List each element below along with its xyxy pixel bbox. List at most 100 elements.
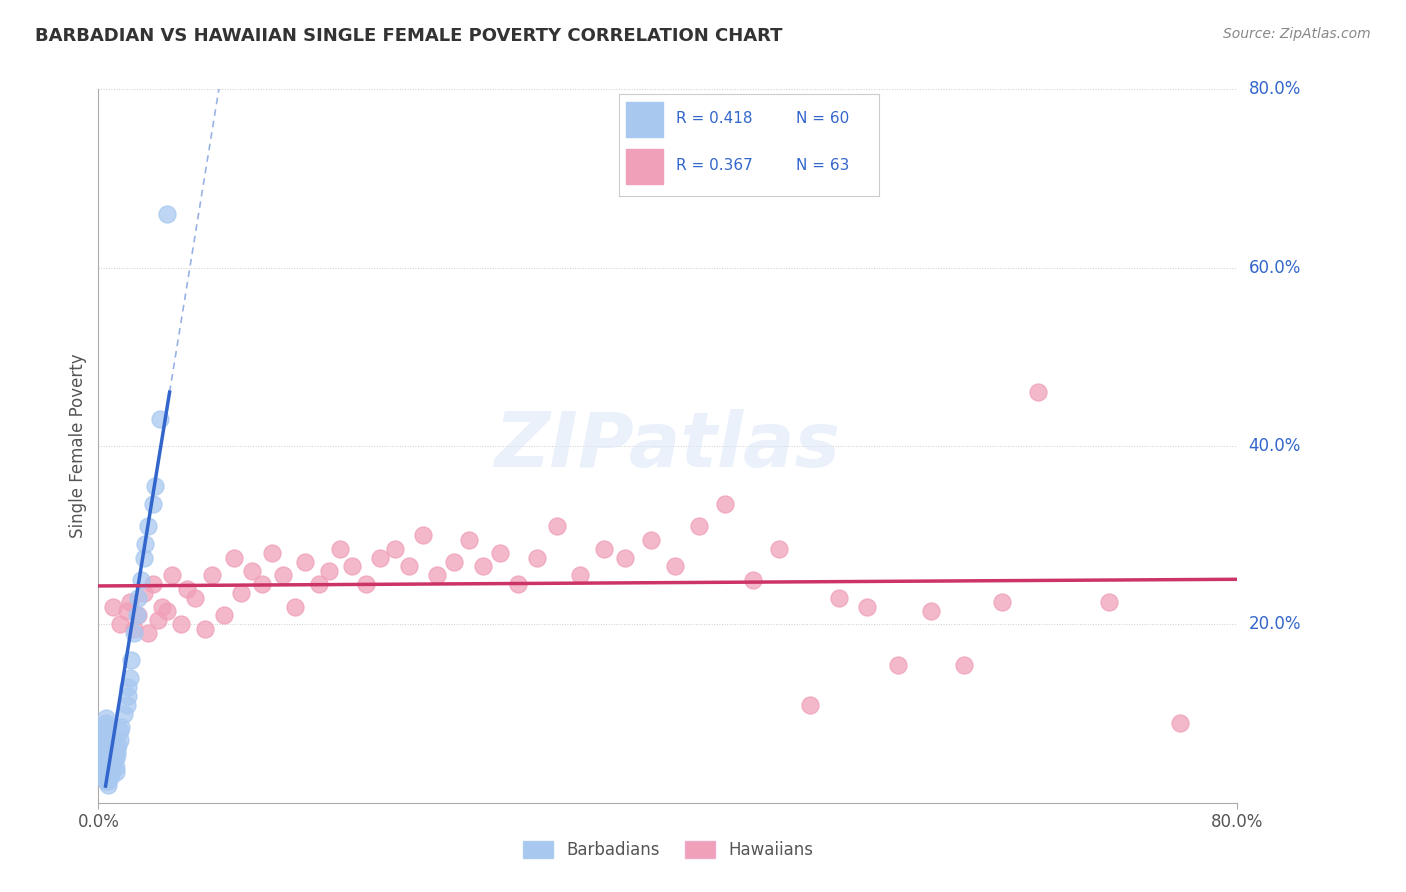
Point: [117, 680, 139, 694]
Point: [136, 519, 159, 533]
Point: [101, 756, 124, 770]
Point: [145, 479, 167, 493]
Point: [122, 626, 145, 640]
Point: [156, 207, 179, 221]
Text: BARBADIAN VS HAWAIIAN SINGLE FEMALE POVERTY CORRELATION CHART: BARBADIAN VS HAWAIIAN SINGLE FEMALE POVE…: [35, 27, 783, 45]
Point: [129, 573, 152, 587]
Point: [125, 608, 148, 623]
Point: [94, 720, 117, 734]
Legend: Barbadians, Hawaiians: Barbadians, Hawaiians: [516, 834, 820, 866]
Point: [134, 537, 156, 551]
Point: [194, 622, 217, 636]
Point: [688, 519, 710, 533]
Point: [148, 613, 170, 627]
Point: [97, 778, 120, 792]
Point: [115, 604, 138, 618]
Point: [94, 733, 117, 747]
Text: N = 60: N = 60: [796, 111, 849, 126]
Point: [108, 733, 131, 747]
Point: [354, 577, 377, 591]
Point: [714, 497, 737, 511]
Point: [101, 742, 124, 756]
Point: [117, 689, 139, 703]
Point: [94, 747, 117, 761]
Point: [222, 550, 245, 565]
Point: [799, 698, 821, 712]
Point: [94, 738, 117, 752]
Point: [120, 653, 142, 667]
Point: [98, 738, 121, 752]
Text: 80.0%: 80.0%: [1249, 80, 1301, 98]
Bar: [627, 149, 662, 184]
Point: [592, 541, 614, 556]
Point: [107, 738, 129, 752]
Point: [273, 568, 295, 582]
Point: [614, 550, 637, 565]
Point: [398, 559, 420, 574]
Point: [329, 541, 352, 556]
Text: R = 0.367: R = 0.367: [676, 158, 752, 173]
Point: [132, 550, 155, 565]
Point: [546, 519, 568, 533]
Point: [953, 657, 976, 672]
Point: [141, 577, 163, 591]
Point: [457, 533, 479, 547]
Point: [141, 497, 163, 511]
Point: [127, 591, 149, 605]
Point: [105, 747, 128, 761]
Point: [132, 586, 155, 600]
Point: [104, 760, 127, 774]
Point: [152, 599, 174, 614]
Point: [105, 742, 128, 756]
Bar: [627, 102, 662, 136]
Y-axis label: Single Female Poverty: Single Female Poverty: [69, 354, 87, 538]
Point: [104, 764, 127, 779]
Point: [94, 764, 117, 779]
Point: [768, 541, 790, 556]
Point: [101, 751, 124, 765]
Point: [112, 706, 135, 721]
Point: [94, 715, 117, 730]
Point: [101, 599, 124, 614]
Point: [97, 756, 120, 770]
Point: [176, 582, 198, 596]
Text: Source: ZipAtlas.com: Source: ZipAtlas.com: [1223, 27, 1371, 41]
Point: [97, 773, 120, 788]
Point: [742, 573, 765, 587]
Text: N = 63: N = 63: [796, 158, 849, 173]
Point: [201, 568, 224, 582]
Point: [94, 711, 117, 725]
Point: [384, 541, 406, 556]
Text: R = 0.418: R = 0.418: [676, 111, 752, 126]
Point: [240, 564, 263, 578]
Point: [110, 720, 132, 734]
Point: [1026, 385, 1049, 400]
Point: [101, 747, 124, 761]
Point: [170, 617, 193, 632]
Text: 60.0%: 60.0%: [1249, 259, 1301, 277]
Point: [115, 698, 138, 712]
Point: [98, 733, 121, 747]
Point: [284, 599, 307, 614]
Point: [991, 595, 1014, 609]
Point: [471, 559, 494, 574]
Point: [122, 622, 145, 636]
Point: [118, 671, 141, 685]
Point: [94, 724, 117, 739]
Point: [568, 568, 591, 582]
Point: [640, 533, 662, 547]
Point: [229, 586, 252, 600]
Point: [318, 564, 340, 578]
Point: [94, 760, 117, 774]
Point: [127, 608, 149, 623]
Point: [887, 657, 910, 672]
Point: [664, 559, 686, 574]
Point: [100, 760, 122, 774]
Point: [149, 412, 172, 426]
Point: [308, 577, 330, 591]
Text: 20.0%: 20.0%: [1249, 615, 1301, 633]
Point: [94, 742, 117, 756]
Point: [100, 769, 122, 783]
Point: [104, 751, 127, 765]
Point: [184, 591, 207, 605]
